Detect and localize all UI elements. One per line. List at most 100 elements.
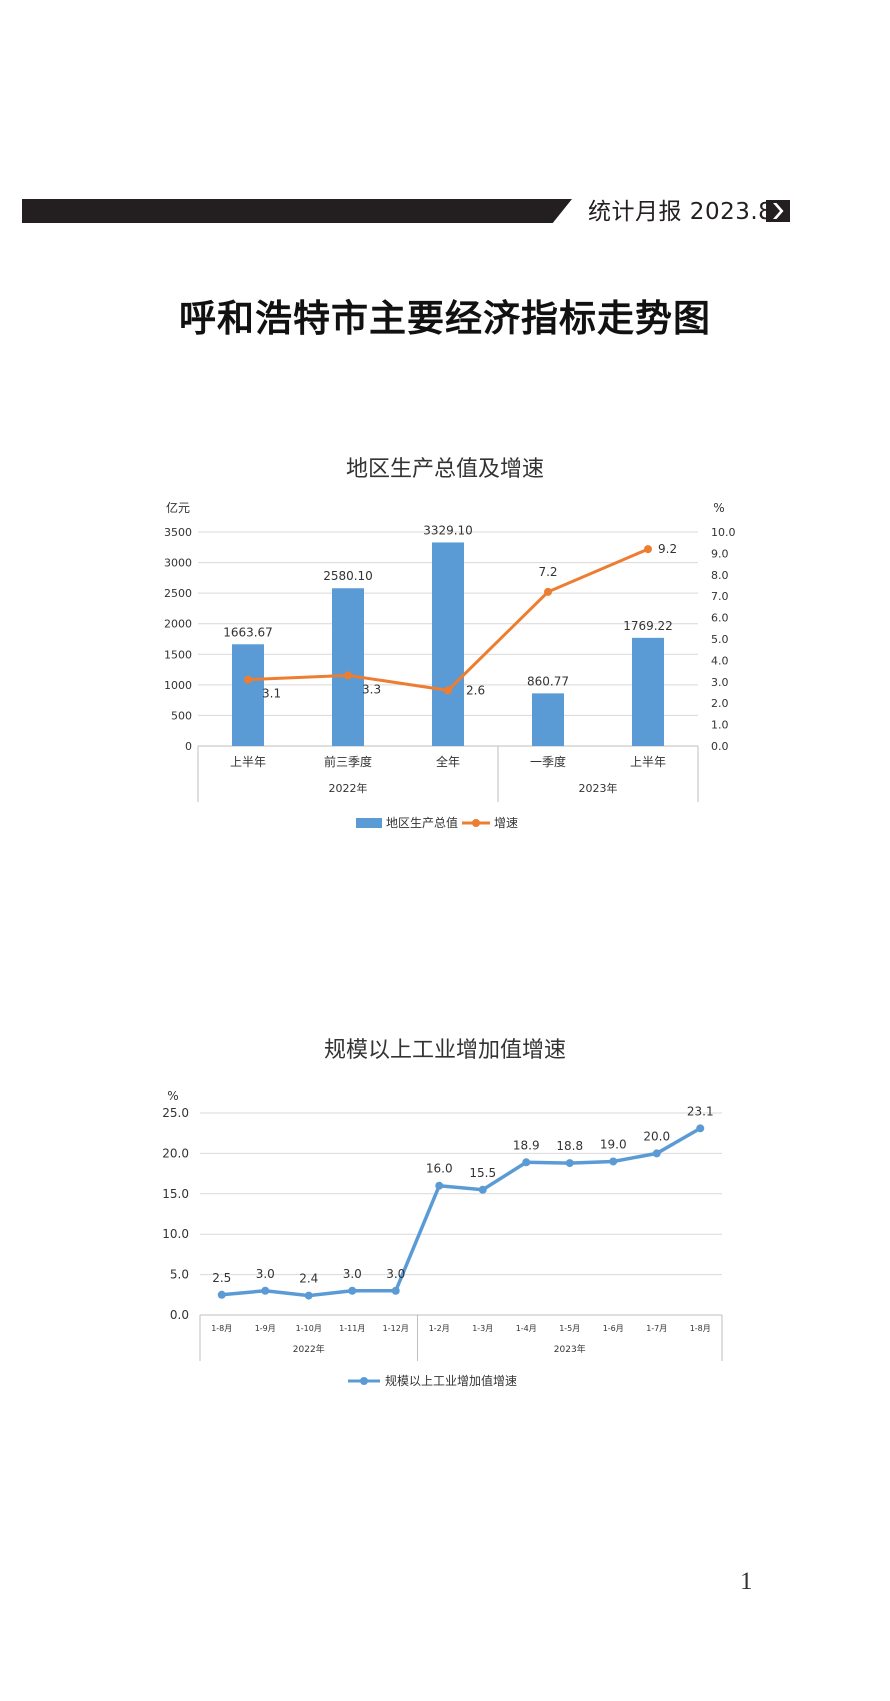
- line-point: [544, 587, 552, 596]
- y-tick-label: 500: [171, 709, 192, 722]
- y2-tick-label: 8.0: [711, 569, 729, 582]
- y-tick-label: 10.0: [162, 1227, 189, 1241]
- x-tick-label: 1-4月: [516, 1324, 537, 1333]
- x-tick-label: 1-11月: [339, 1324, 365, 1333]
- x-tick-label: 上半年: [230, 755, 266, 769]
- line-point: [304, 1291, 313, 1300]
- y2-tick-label: 0.0: [711, 740, 729, 753]
- y2-tick-label: 7.0: [711, 590, 729, 603]
- bar-value-label: 860.77: [527, 674, 569, 688]
- x-tick-label: 1-9月: [255, 1324, 276, 1333]
- x-tick-label: 上半年: [630, 755, 666, 769]
- line-value-label: 9.2: [658, 542, 677, 556]
- y-tick-label: 2500: [164, 587, 192, 600]
- y2-tick-label: 3.0: [711, 676, 729, 689]
- legend-label: 规模以上工业增加值增速: [385, 1373, 517, 1388]
- x-tick-label: 1-10月: [296, 1324, 322, 1333]
- x-tick-label: 1-8月: [211, 1324, 232, 1333]
- y-tick-label: 20.0: [162, 1146, 189, 1160]
- line-value-label: 3.0: [256, 1267, 275, 1281]
- line-value-label: 16.0: [426, 1162, 453, 1176]
- bar: [432, 542, 464, 746]
- x-tick-label: 1-5月: [559, 1324, 580, 1333]
- x-group-label: 2023年: [579, 781, 618, 795]
- line-value-label: 23.1: [687, 1104, 714, 1118]
- y-tick-label: 1500: [164, 648, 192, 661]
- bar: [632, 637, 664, 746]
- line-point: [609, 1157, 618, 1166]
- y-tick-label: 5.0: [170, 1268, 189, 1282]
- x-tick-label: 1-6月: [603, 1324, 624, 1333]
- line-point: [696, 1124, 705, 1133]
- line-point: [565, 1159, 574, 1168]
- page-number: 1: [740, 1568, 753, 1595]
- line-value-label: 18.9: [513, 1138, 540, 1152]
- line-point: [644, 545, 652, 554]
- x-tick-label: 1-3月: [472, 1324, 493, 1333]
- x-tick-label: 1-12月: [383, 1324, 409, 1333]
- y2-tick-label: 4.0: [711, 654, 729, 667]
- x-tick-label: 全年: [436, 754, 460, 769]
- growth-line: [221, 1126, 702, 1298]
- legend-swatch-bar: [356, 818, 382, 828]
- x-group-label: 2023年: [554, 1343, 586, 1355]
- y2-tick-label: 10.0: [711, 526, 736, 539]
- x-tick-label: 一季度: [530, 754, 566, 769]
- y-tick-label: 1000: [164, 679, 192, 692]
- line-value-label: 19.0: [600, 1137, 627, 1151]
- y-axis-unit: %: [167, 1089, 178, 1103]
- line-value-label: 3.3: [362, 682, 381, 696]
- industry-chart: 规模以上工业增加值增速 % 0.0 5.0 10.0 15.0 20.0 25.0 2022年…: [162, 1038, 723, 1388]
- line-point: [261, 1286, 270, 1295]
- y2-tick-label: 1.0: [711, 719, 729, 732]
- bar-value-label: 1769.22: [623, 619, 673, 633]
- y-tick-label: 3500: [164, 526, 192, 539]
- chart-title: 规模以上工业增加值增速: [324, 1038, 566, 1063]
- line-value-label: 3.1: [262, 687, 281, 701]
- line-point: [217, 1290, 226, 1299]
- y2-axis-unit: %: [713, 501, 724, 515]
- legend-marker: [360, 1377, 368, 1385]
- line-point: [344, 671, 352, 680]
- y-tick-label: 0.0: [170, 1308, 189, 1322]
- bar-value-label: 2580.10: [323, 569, 373, 583]
- line-point: [478, 1185, 487, 1194]
- legend-label: 增速: [494, 816, 518, 830]
- legend-marker: [472, 819, 480, 827]
- line-value-label: 7.2: [538, 565, 557, 579]
- y2-tick-label: 2.0: [711, 697, 729, 710]
- y2-tick-label: 9.0: [711, 547, 729, 560]
- line-point: [244, 675, 252, 684]
- y-axis-unit: 亿元: [166, 500, 190, 515]
- x-tick-label: 前三季度: [324, 754, 372, 769]
- bar: [532, 693, 564, 746]
- line-point: [348, 1286, 357, 1295]
- chevron-right-icon: [766, 200, 790, 222]
- bar-value-label: 1663.67: [223, 625, 273, 639]
- x-tick-label: 1-8月: [690, 1324, 711, 1333]
- line-point: [444, 686, 452, 695]
- y-tick-label: 25.0: [162, 1106, 189, 1120]
- header-bar: [22, 199, 572, 223]
- line-value-label: 2.5: [212, 1271, 231, 1285]
- bar: [232, 644, 264, 746]
- line-point: [522, 1158, 531, 1167]
- line-value-label: 15.5: [469, 1166, 496, 1180]
- bar: [332, 588, 364, 746]
- x-group-label: 2022年: [293, 1343, 325, 1355]
- line-value-label: 3.0: [343, 1267, 362, 1281]
- y2-tick-label: 5.0: [711, 633, 729, 646]
- y-tick-label: 15.0: [162, 1187, 189, 1201]
- line-point: [435, 1181, 444, 1190]
- line-value-label: 3.0: [386, 1267, 405, 1281]
- legend-label: 地区生产总值: [386, 815, 458, 830]
- gdp-chart: 地区生产总值及增速 亿元 % 0 500 1000 1500 2000 2500 3000 350…: [164, 457, 736, 830]
- line-value-label: 2.4: [299, 1272, 318, 1286]
- line-value-label: 20.0: [643, 1129, 670, 1143]
- line-point: [652, 1149, 661, 1158]
- y-tick-label: 0: [185, 740, 192, 753]
- y-tick-label: 3000: [164, 557, 192, 570]
- x-tick-label: 1-2月: [429, 1324, 450, 1333]
- chart-title: 地区生产总值及增速: [346, 457, 544, 482]
- y-tick-label: 2000: [164, 618, 192, 631]
